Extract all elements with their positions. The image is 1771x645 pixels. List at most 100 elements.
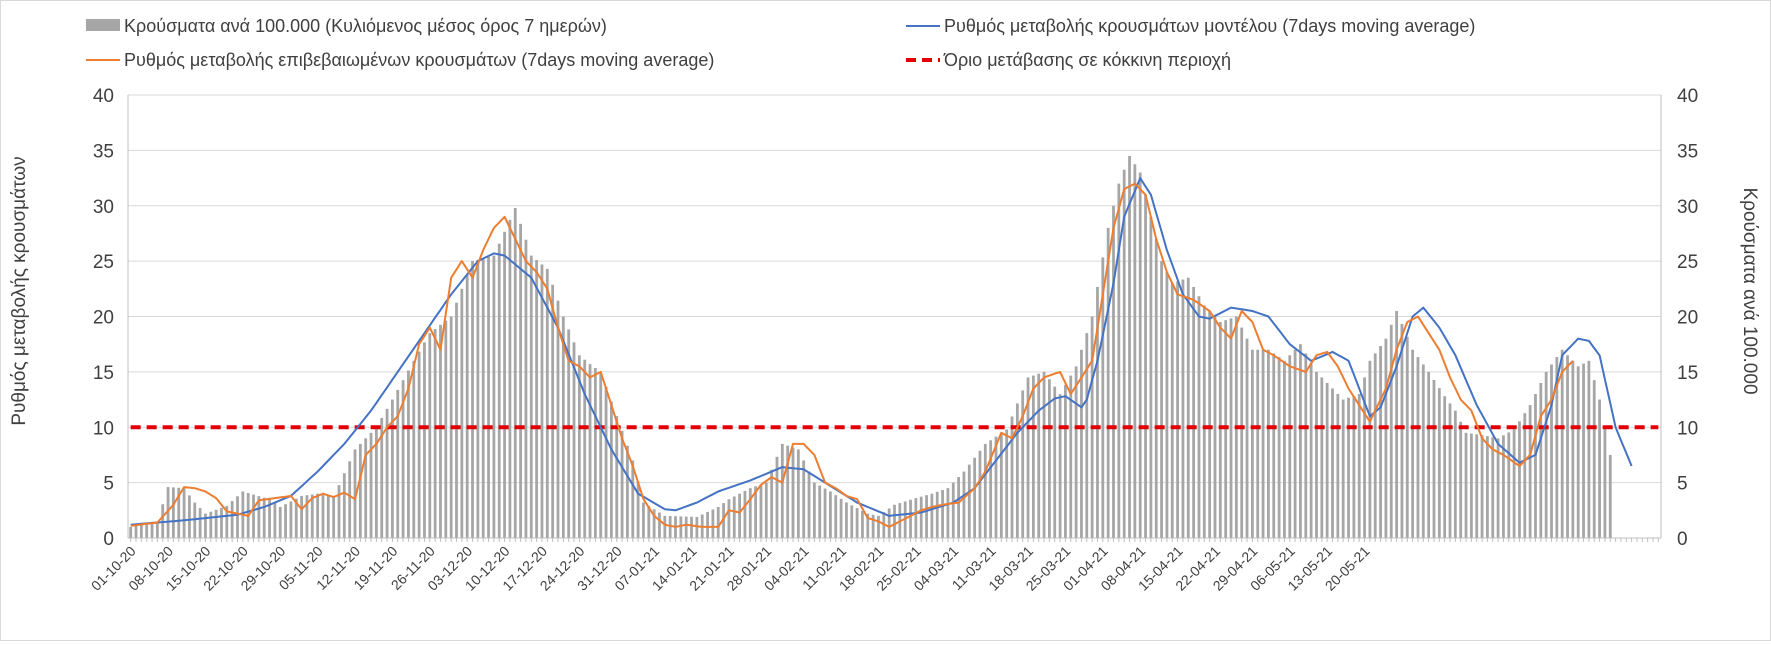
bar	[145, 523, 149, 538]
bar	[1384, 338, 1388, 538]
bar	[1475, 434, 1479, 538]
bar	[588, 364, 592, 538]
bar	[893, 504, 896, 538]
bar	[428, 333, 432, 538]
legend-label-bars: Κρούσματα ανά 100.000 (Κυλιόμενος μέσος …	[124, 16, 607, 36]
bar	[198, 508, 202, 538]
bar	[1133, 164, 1137, 538]
bar	[545, 268, 549, 538]
bar	[1571, 360, 1575, 538]
bar	[305, 495, 309, 538]
bar	[572, 342, 576, 538]
bar	[978, 450, 982, 538]
bar	[412, 360, 416, 538]
bar	[1299, 344, 1302, 538]
bar	[1144, 194, 1147, 539]
y-right-tick-label: 20	[1677, 308, 1698, 329]
bar	[342, 473, 346, 538]
bar	[829, 491, 832, 538]
legend-item-confirmed-line: Ρυθμός μεταβολής επιβεβαιωμένων κρουσμάτ…	[86, 50, 714, 70]
bar	[193, 502, 197, 538]
bar	[220, 507, 223, 538]
bar	[268, 499, 271, 538]
bar	[556, 300, 560, 538]
bar	[1432, 379, 1436, 538]
bar	[818, 485, 822, 538]
bar	[615, 416, 619, 538]
bar	[1416, 357, 1420, 538]
bar	[1096, 286, 1099, 538]
bar	[225, 505, 229, 538]
bar	[1459, 421, 1463, 538]
bar	[1021, 390, 1025, 538]
bar	[577, 355, 581, 538]
bar	[321, 494, 325, 538]
bar	[764, 482, 768, 538]
bar	[1411, 349, 1415, 538]
bar	[273, 503, 277, 538]
bar	[786, 445, 790, 538]
y-left-tick-label: 5	[103, 474, 114, 495]
bar	[1069, 375, 1073, 538]
bar	[684, 516, 688, 538]
bar	[1064, 384, 1067, 538]
y-axis-left-ticks: 0 5 10 15 20 25 30 35 40	[93, 86, 114, 550]
bar	[1448, 403, 1452, 538]
bar	[1053, 386, 1057, 538]
bar	[973, 457, 977, 538]
bar	[1379, 346, 1382, 538]
bar	[1555, 357, 1559, 538]
bar	[647, 505, 651, 538]
bar	[284, 504, 287, 538]
bar	[791, 447, 795, 538]
bar	[695, 516, 699, 538]
bar	[481, 258, 485, 538]
bar	[1128, 155, 1131, 538]
bar	[1208, 310, 1212, 538]
y-right-tick-label: 40	[1677, 86, 1698, 107]
bar	[1277, 357, 1281, 538]
bar	[1608, 454, 1612, 538]
bar	[877, 515, 880, 538]
legend-label-confirmed-line: Ρυθμός μεταβολής επιβεβαιωμένων κρουσμάτ…	[124, 50, 714, 70]
bar	[1373, 353, 1377, 538]
bar	[1480, 435, 1484, 538]
bar	[385, 408, 389, 538]
bar	[780, 443, 784, 538]
y-right-tick-label: 5	[1677, 474, 1688, 495]
bar	[1325, 382, 1329, 538]
bar	[759, 484, 763, 538]
y-right-tick-label: 10	[1677, 418, 1698, 439]
bar	[668, 516, 672, 538]
legend-item-threshold: Όριο μετάβασης σε κόκκινη περιοχή	[906, 50, 1231, 70]
bar	[1469, 433, 1473, 538]
bar	[1528, 405, 1532, 538]
axes	[127, 95, 1662, 542]
y-left-tick-label: 35	[93, 141, 114, 162]
bar	[417, 351, 421, 538]
bar	[989, 440, 993, 538]
bar	[1400, 323, 1404, 538]
bar	[802, 460, 806, 538]
bar	[540, 264, 544, 538]
bar	[732, 496, 736, 538]
bar	[471, 261, 474, 538]
bar	[1026, 377, 1030, 538]
bar	[1534, 394, 1537, 538]
bar	[535, 260, 539, 538]
bar	[1192, 286, 1196, 538]
bar	[951, 482, 955, 538]
y-right-tick-label: 35	[1677, 141, 1698, 162]
legend: Κρούσματα ανά 100.000 (Κυλιόμενος μέσος …	[86, 16, 1475, 70]
y-left-tick-label: 25	[93, 252, 114, 273]
bar	[1357, 394, 1361, 538]
bar	[983, 443, 987, 538]
bar	[941, 490, 944, 538]
bar	[166, 487, 170, 538]
bar	[1256, 349, 1260, 538]
bar	[1491, 437, 1495, 538]
bar	[407, 370, 410, 538]
bar	[1005, 429, 1009, 538]
bar	[353, 449, 357, 538]
bar	[850, 505, 854, 538]
